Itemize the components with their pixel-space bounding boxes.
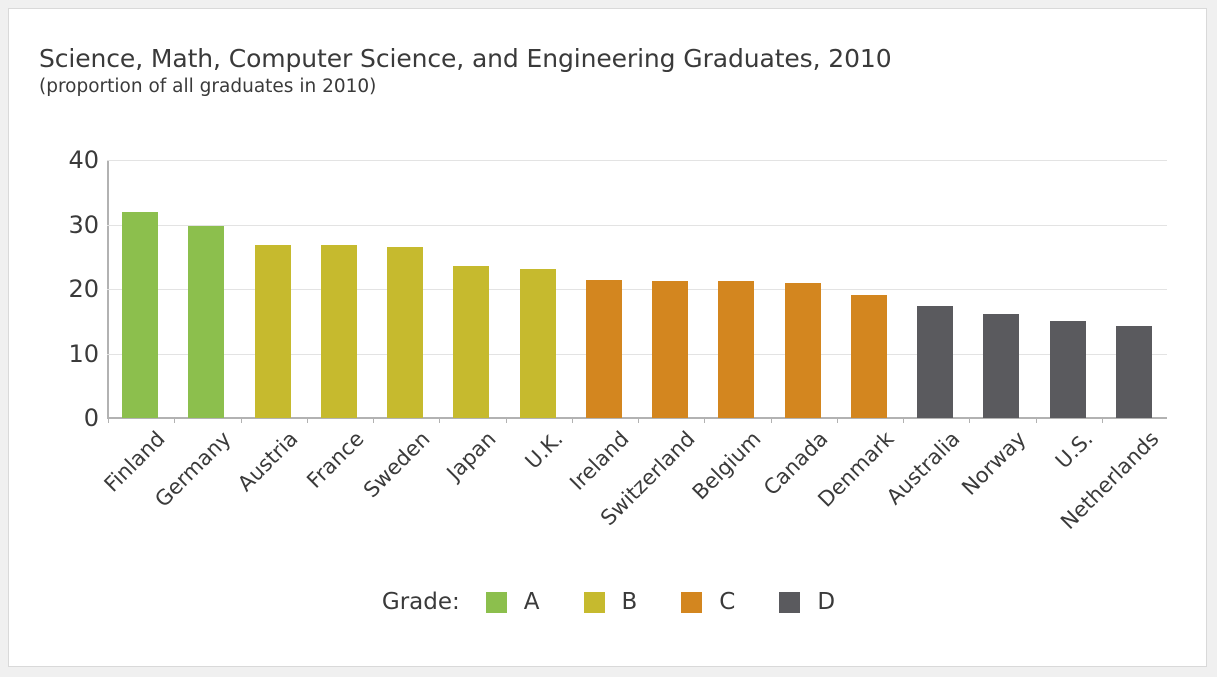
bar (585, 279, 622, 418)
gridline (107, 353, 1167, 355)
legend-item[interactable]: D (779, 591, 835, 614)
x-tick-mark (704, 418, 706, 423)
bar-series (107, 160, 1167, 418)
x-tick-mark (836, 418, 838, 423)
gridline (107, 160, 1167, 161)
bar (652, 280, 689, 418)
bar (1115, 326, 1152, 418)
y-tick-label: 40 (68, 146, 99, 174)
x-tick-mark (306, 418, 308, 423)
bar (917, 305, 954, 418)
legend-item[interactable]: C (681, 591, 735, 614)
x-tick-mark (1101, 418, 1103, 423)
x-category-label: U.S. (1050, 426, 1098, 474)
legend-label: A (523, 589, 540, 615)
plot-area: 0 10 20 30 40 Finland Germany Austria France Swe… (9, 9, 1208, 668)
gridline (107, 224, 1167, 226)
x-tick-mark (505, 418, 507, 423)
bar (1049, 321, 1086, 418)
x-tick-mark (638, 418, 640, 423)
bar (718, 281, 755, 418)
legend-items: A B C D (485, 589, 835, 615)
x-tick-mark (373, 418, 375, 423)
y-tick-label: 10 (68, 339, 99, 368)
bar (188, 225, 225, 418)
bar (387, 247, 424, 418)
legend-item[interactable]: B (583, 589, 638, 615)
x-tick-mark (903, 418, 905, 423)
gridline (107, 289, 1167, 290)
x-tick-mark (1035, 418, 1037, 423)
x-category-label: U.K. (520, 426, 568, 474)
bar (254, 244, 291, 418)
y-tick-label: 30 (68, 210, 99, 239)
legend-title: Grade: (381, 589, 460, 615)
x-tick-mark (174, 418, 176, 423)
bar (320, 245, 357, 418)
x-category-label: Austria (232, 426, 303, 497)
x-tick-mark (770, 418, 772, 423)
legend-label: D (817, 589, 836, 615)
y-tick-label: 20 (68, 275, 99, 303)
x-category-label: Japan (442, 426, 501, 485)
y-tick-label: 0 (83, 404, 99, 432)
page-title: Science, Math, Computer Science, and Eng… (39, 44, 892, 73)
legend: Grade: A B C D (9, 591, 1208, 614)
legend-label: B (621, 589, 638, 615)
x-tick-mark (108, 418, 110, 423)
x-category-label: Sweden (359, 426, 435, 503)
chart-subtitle: (proportion of all graduates in 2010) (39, 76, 377, 97)
bar (850, 295, 887, 418)
x-tick-mark (240, 418, 242, 423)
bar (784, 282, 821, 418)
legend-swatch-icon (779, 592, 801, 613)
x-axis-category-labels: Finland Germany Austria France Sweden Japan U.… (100, 424, 1167, 574)
x-category-label: Belgium (688, 426, 766, 505)
x-tick-mark (571, 418, 573, 423)
grid-area (107, 160, 1167, 419)
x-tick-mark (439, 418, 441, 423)
bar (983, 313, 1020, 418)
legend-swatch-icon (485, 592, 507, 613)
x-axis-tick-marks (107, 418, 1167, 424)
legend-swatch-icon (681, 592, 703, 613)
x-category-label: France (302, 426, 369, 493)
x-category-label: Ireland (565, 426, 634, 495)
bar (453, 266, 490, 418)
chart-card: Science, Math, Computer Science, and Eng… (8, 8, 1207, 667)
x-axis-baseline (107, 417, 1167, 419)
x-tick-mark (969, 418, 971, 423)
x-category-label: Norway (957, 426, 1031, 500)
bar (122, 211, 159, 418)
bar (519, 269, 556, 418)
legend-swatch-icon (583, 592, 605, 613)
legend-item[interactable]: A (485, 589, 540, 615)
title-block: Science, Math, Computer Science, and Eng… (39, 45, 1169, 98)
y-axis-tick-labels: 0 10 20 30 40 (35, 148, 99, 430)
legend-label: C (719, 589, 736, 615)
